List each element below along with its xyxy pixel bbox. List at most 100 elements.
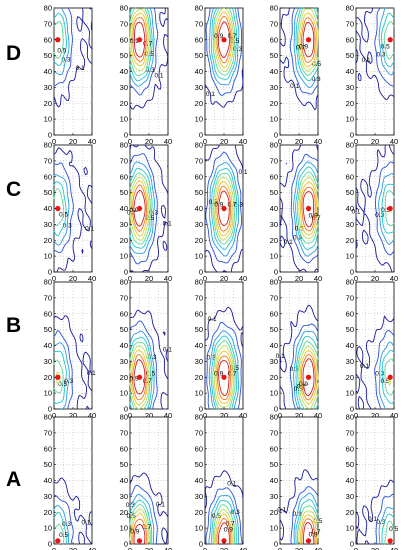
y-tick-label: 40 xyxy=(346,67,354,76)
y-tick-label: 20 xyxy=(44,373,52,382)
contour-line xyxy=(381,12,395,68)
y-tick-label: 40 xyxy=(120,204,128,213)
x-tick-label: 0 xyxy=(52,137,56,146)
contour-line xyxy=(210,7,238,80)
contour-label: 0.3 xyxy=(62,521,71,528)
x-tick-label: 40 xyxy=(164,411,172,420)
contour-line xyxy=(293,7,319,88)
panel-C-3: 0.1 0.3 0.5 0.7 0.9 0 10 20 30 40 50 60 70 80 0 20 40 xyxy=(195,141,248,283)
y-tick-label: 40 xyxy=(44,341,52,350)
y-tick-label: 40 xyxy=(270,67,278,76)
contour-label: 0.1 xyxy=(156,502,165,509)
contour-label: 0.5 xyxy=(145,215,154,222)
contour-label: 0.9 xyxy=(130,528,139,535)
x-tick-label: 40 xyxy=(314,546,322,550)
y-tick-label: 60 xyxy=(120,172,128,181)
y-tick-label: 70 xyxy=(270,19,278,28)
y-tick-label: 20 xyxy=(120,373,128,382)
contour-line xyxy=(129,8,150,71)
contour-label: 0.5 xyxy=(230,365,239,372)
x-tick-label: 40 xyxy=(314,411,322,420)
x-tick-label: 20 xyxy=(295,137,303,146)
contour-line xyxy=(129,504,151,545)
contour-line xyxy=(208,330,239,410)
y-tick-label: 60 xyxy=(195,35,203,44)
contour-line xyxy=(212,340,236,410)
source-marker xyxy=(305,374,312,380)
contour-line xyxy=(133,189,146,227)
source-marker xyxy=(136,205,143,212)
source-marker xyxy=(305,538,312,544)
y-tick-label: 40 xyxy=(44,476,52,485)
y-tick-label: 80 xyxy=(44,413,52,422)
y-tick-label: 10 xyxy=(120,524,128,533)
contour-label: 0.9 xyxy=(309,532,318,539)
y-tick-label: 30 xyxy=(195,492,203,501)
contour-line xyxy=(279,7,319,111)
contour-line xyxy=(129,172,151,245)
contour-label: 0.9 xyxy=(309,213,318,220)
x-tick-label: 0 xyxy=(203,274,207,283)
contour-line xyxy=(355,7,395,101)
y-tick-label: 0 xyxy=(48,405,52,414)
contour-line xyxy=(129,167,153,249)
y-tick-label: 0 xyxy=(48,268,52,277)
y-tick-label: 50 xyxy=(195,325,203,334)
y-tick-label: 40 xyxy=(346,341,354,350)
contour-label: 0.3 xyxy=(146,67,155,74)
contour-line xyxy=(129,7,152,77)
y-tick-label: 80 xyxy=(44,141,52,150)
contour-line xyxy=(132,184,148,232)
y-tick-label: 50 xyxy=(44,188,52,197)
contour-line xyxy=(53,477,93,545)
y-tick-label: 30 xyxy=(120,220,128,229)
contour-line xyxy=(53,7,93,108)
contour-line xyxy=(53,523,65,545)
contour-line xyxy=(217,21,231,59)
y-tick-label: 0 xyxy=(274,405,278,414)
contour-line xyxy=(129,7,155,87)
y-tick-label: 70 xyxy=(195,19,203,28)
contour-line xyxy=(295,166,319,250)
contour-label: 0.3 xyxy=(376,519,385,526)
contour-label: 0.1 xyxy=(163,220,172,227)
contour-line xyxy=(53,174,70,246)
y-tick-label: 80 xyxy=(44,4,52,13)
contour-line xyxy=(293,330,319,410)
contour-line xyxy=(299,349,318,405)
contour-label: 0.3 xyxy=(293,234,302,241)
y-tick-label: 0 xyxy=(124,268,128,277)
y-tick-label: 40 xyxy=(270,204,278,213)
y-tick-label: 60 xyxy=(270,35,278,44)
y-tick-label: 80 xyxy=(270,413,278,422)
contour-line xyxy=(298,345,319,409)
y-tick-label: 80 xyxy=(44,278,52,287)
y-tick-label: 40 xyxy=(44,67,52,76)
contour-line xyxy=(129,7,169,110)
x-tick-label: 20 xyxy=(145,546,153,550)
x-tick-label: 20 xyxy=(69,274,77,283)
y-tick-label: 60 xyxy=(195,444,203,453)
x-tick-label: 40 xyxy=(88,411,96,420)
y-tick-label: 30 xyxy=(195,83,203,92)
y-tick-label: 40 xyxy=(195,67,203,76)
y-tick-label: 30 xyxy=(195,220,203,229)
y-tick-label: 80 xyxy=(120,278,128,287)
x-tick-label: 40 xyxy=(390,546,398,550)
contour-line xyxy=(214,7,234,72)
contour-label: 0.5 xyxy=(313,518,322,525)
panel-D-5: 0.1 0.30.5 0 10 20 30 40 50 60 70 80 0 20 40 xyxy=(346,4,399,146)
contour-label: 0.1 xyxy=(351,209,360,216)
x-tick-label: 20 xyxy=(69,411,77,420)
y-tick-label: 60 xyxy=(120,444,128,453)
x-tick-label: 0 xyxy=(354,137,358,146)
contour-line xyxy=(53,188,65,226)
y-tick-label: 70 xyxy=(346,156,354,165)
y-tick-label: 50 xyxy=(346,51,354,60)
contour-line xyxy=(381,183,395,234)
contour-line xyxy=(290,486,319,545)
contour-label: 0.5 xyxy=(145,51,154,58)
contour-line xyxy=(302,358,315,397)
contour-label: 0.3 xyxy=(149,210,158,217)
